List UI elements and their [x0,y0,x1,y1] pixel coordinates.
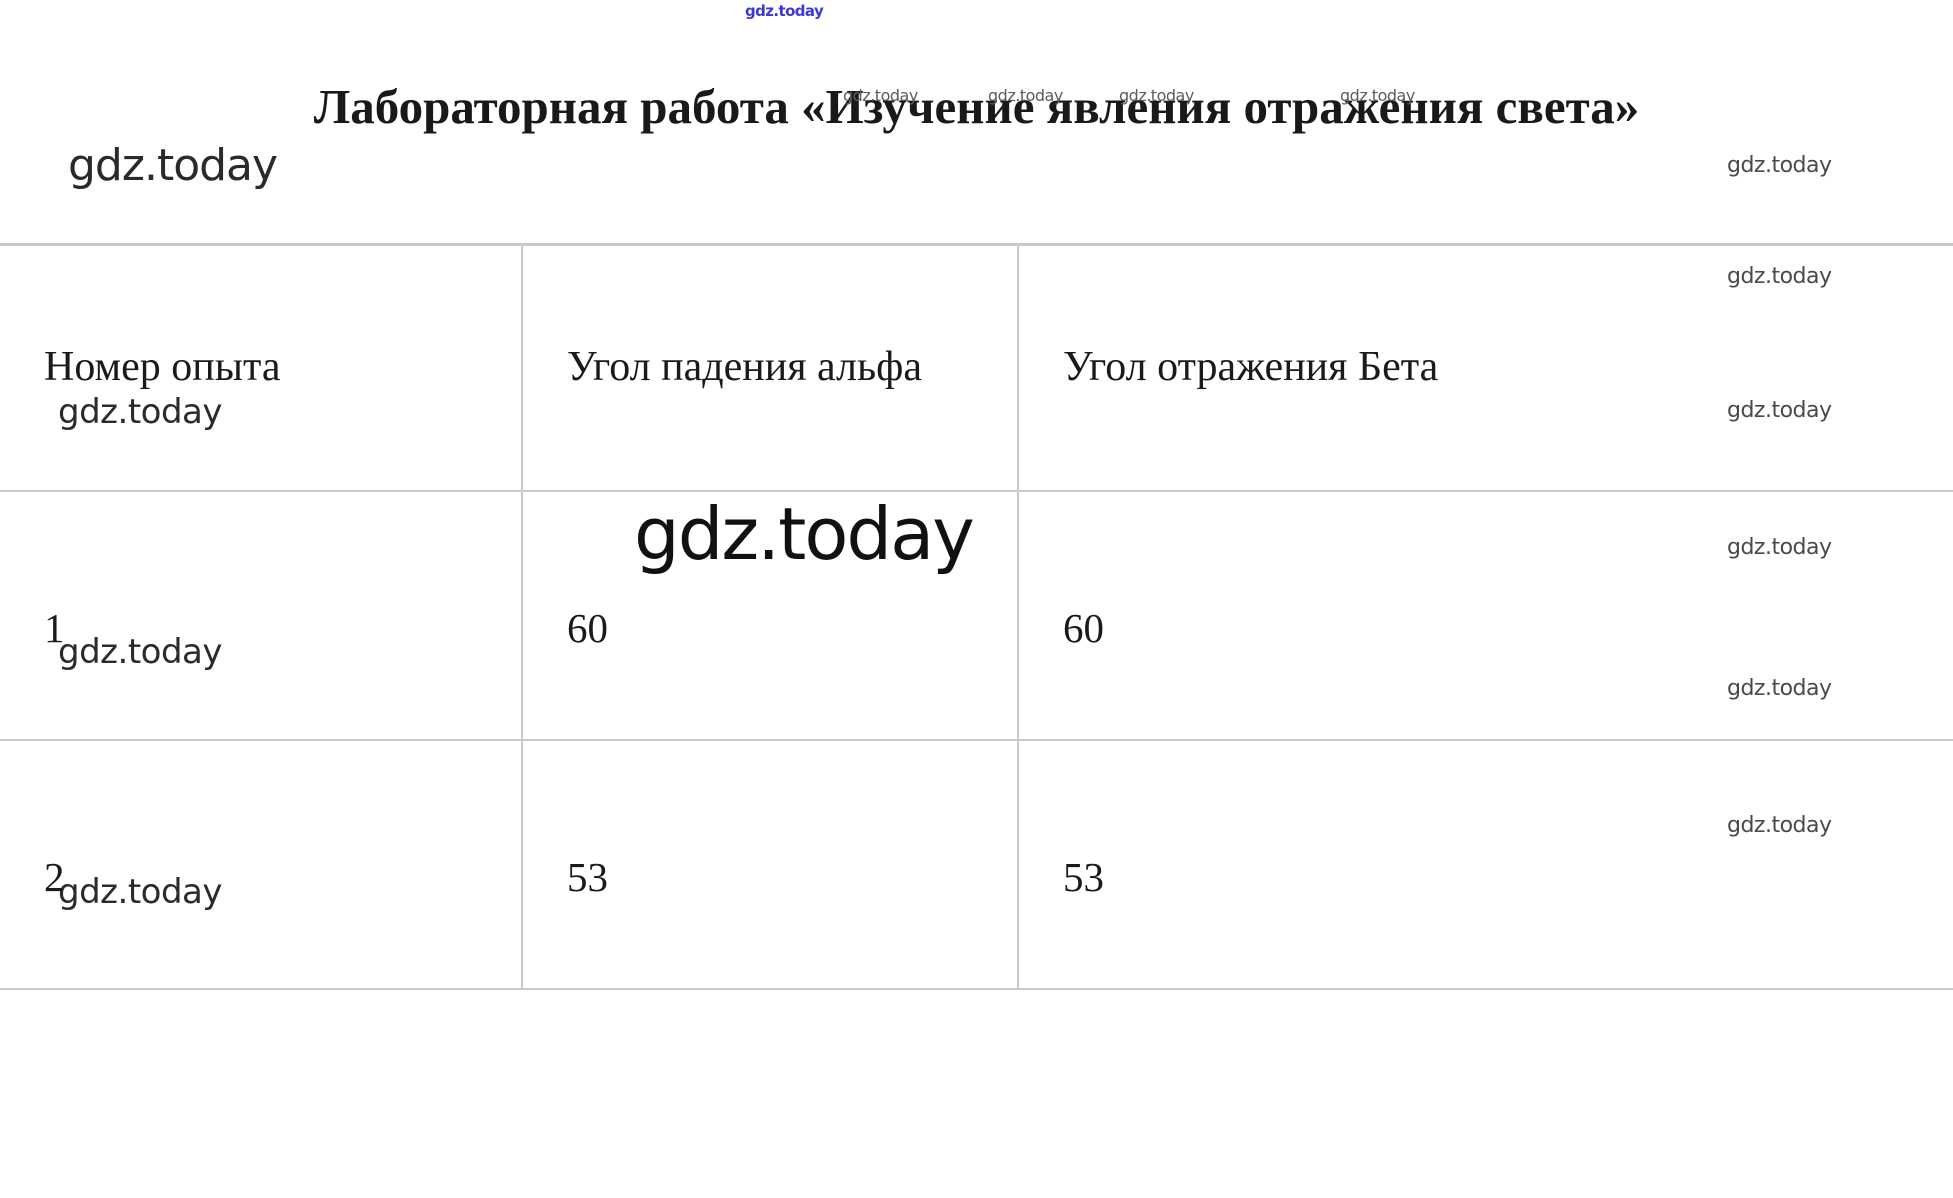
watermark-title-right: gdz.today [1727,153,1832,178]
watermark-top-accent: gdz.today [745,2,824,20]
table-header-cell-number: Номер опыта [0,243,523,492]
value-angle-reflection: 53 [1063,853,1104,900]
cell-experiment-number: 1 [0,490,523,741]
value-angle-incidence: 60 [567,604,608,651]
cell-angle-incidence: 60 [522,490,1019,741]
table-header-row: Номер опыта Угол падения альфа Угол отра… [0,243,1953,492]
header-label-number: Номер опыта [44,344,281,390]
results-table: Номер опыта Угол падения альфа Угол отра… [0,243,1953,990]
watermark-subtitle-left: gdz.today [68,140,278,191]
table-row: 2 53 53 [0,739,1953,990]
value-angle-incidence: 53 [567,853,608,900]
table-row: 1 60 60 [0,490,1953,741]
cell-angle-incidence: 53 [522,739,1019,990]
cell-experiment-number: 2 [0,739,523,990]
table-header-cell-alpha: Угол падения альфа [522,243,1019,492]
table-header-cell-beta: Угол отражения Бета [1018,243,1953,492]
header-label-beta: Угол отражения Бета [1063,344,1439,390]
page-title: Лабораторная работа «Изучение явления от… [313,79,1640,134]
cell-angle-reflection: 53 [1018,739,1953,990]
value-angle-reflection: 60 [1063,604,1104,651]
cell-angle-reflection: 60 [1018,490,1953,741]
header-label-alpha: Угол падения альфа [567,344,923,390]
value-experiment-number: 1 [44,604,65,651]
value-experiment-number: 2 [44,853,65,900]
